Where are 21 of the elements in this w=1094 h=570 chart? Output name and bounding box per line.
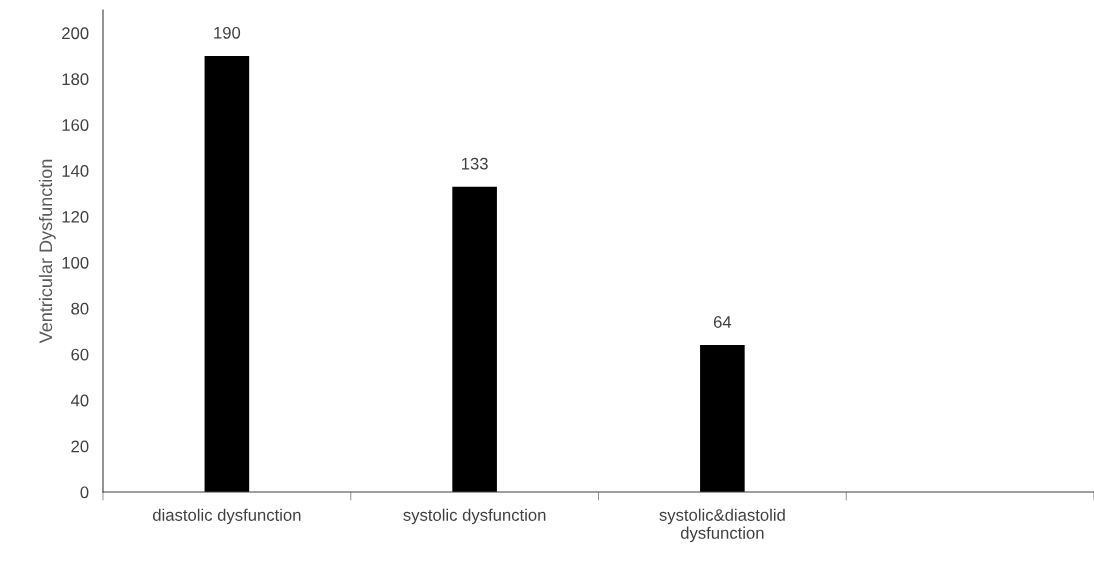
y-tick-label: 180 [62, 73, 89, 86]
x-tick-label: diastolic dysfunction [153, 508, 301, 525]
data-label: 190 [214, 26, 241, 39]
data-label: 64 [713, 316, 732, 328]
y-axis-title: Ventricular Dysfunction [38, 159, 56, 344]
y-tick-label: 0 [80, 486, 89, 499]
y-tick-label: 40 [70, 394, 89, 407]
y-tick-label: 140 [62, 165, 89, 177]
bar [700, 345, 745, 492]
y-tick-label: 60 [71, 348, 89, 361]
bar [452, 186, 497, 492]
y-tick-label: 120 [62, 210, 89, 223]
y-tick-label: 160 [62, 119, 89, 131]
y-tick-label: 80 [71, 302, 89, 315]
y-tick-label: 200 [62, 27, 89, 40]
bar [204, 55, 250, 492]
x-tick-label: systolic&diastolid dysfunction [659, 508, 785, 543]
data-label: 133 [461, 157, 488, 170]
y-tick-label: 100 [62, 256, 89, 269]
y-tick-label: 20 [71, 440, 89, 453]
x-tick-label: systolic dysfunction [403, 508, 546, 525]
